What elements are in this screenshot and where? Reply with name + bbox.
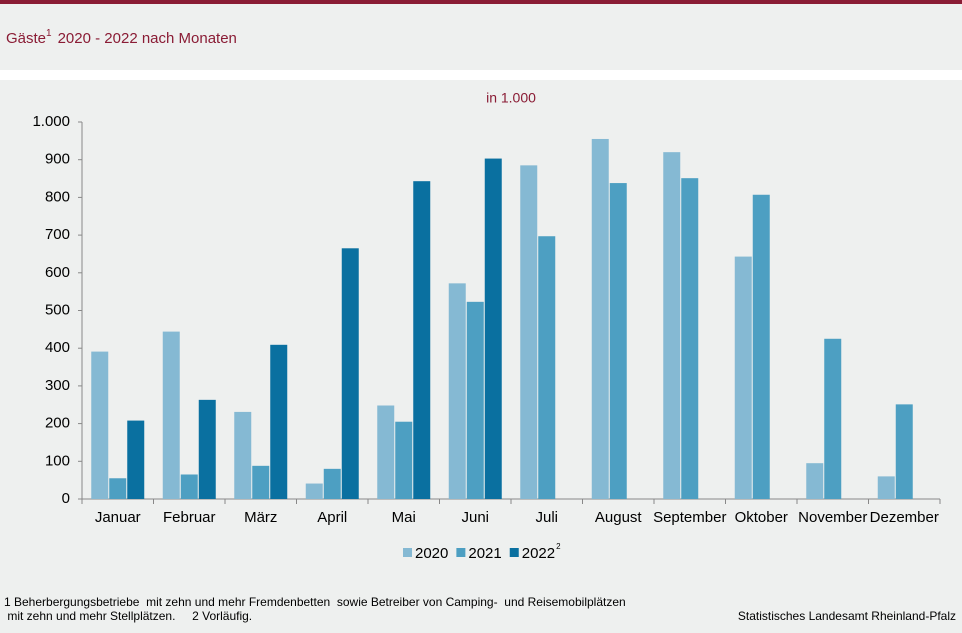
x-tick-label: Dezember: [870, 509, 939, 526]
bar: [609, 183, 627, 499]
bar: [270, 344, 288, 499]
bar: [395, 421, 413, 499]
legend-label: 2020: [415, 545, 448, 562]
bar: [877, 476, 895, 499]
bar: [752, 194, 770, 500]
x-tick-label: Mai: [392, 509, 416, 526]
x-tick-label: Oktober: [735, 509, 788, 526]
source: Statistisches Landesamt Rheinland-Pfalz: [738, 609, 956, 623]
title-main: Gäste: [6, 30, 46, 47]
bar: [806, 463, 824, 499]
bar: [681, 178, 699, 499]
title-rest: 2020 - 2022 nach Monaten: [58, 30, 237, 47]
bar: [484, 158, 502, 499]
x-tick-label: Februar: [163, 509, 216, 526]
footnote: mit zehn und mehr Stellplätzen. 2 Vorläu…: [4, 609, 252, 623]
x-tick-label: Juni: [461, 509, 489, 526]
y-tick-label: 900: [45, 151, 70, 168]
y-tick-label: 1.000: [32, 113, 70, 130]
bar: [538, 236, 556, 499]
footnote: 1 Beherbergungsbetriebe mit zehn und meh…: [4, 595, 626, 609]
bar: [305, 483, 323, 499]
separator: [0, 70, 962, 80]
y-tick-label: 300: [45, 377, 70, 394]
legend-superscript: 2: [556, 542, 561, 551]
x-tick-label: August: [595, 509, 643, 526]
chart-title: Gäste1 2020 - 2022 nach Monaten: [6, 28, 237, 47]
bar: [663, 152, 681, 499]
y-tick-label: 400: [45, 339, 70, 356]
top-band: [0, 0, 962, 4]
bar: [198, 399, 216, 499]
bar: [252, 465, 270, 499]
bar: [109, 478, 127, 499]
legend-label: 2021: [468, 545, 501, 562]
bar: [323, 468, 341, 499]
bar: [824, 338, 842, 499]
x-tick-label: Januar: [95, 509, 141, 526]
legend-swatch: [403, 548, 412, 557]
x-tick-label: November: [798, 509, 867, 526]
legend-swatch: [456, 548, 466, 557]
legend-label: 2022: [522, 545, 555, 562]
bar: [466, 301, 484, 499]
y-tick-label: 800: [45, 188, 70, 205]
x-tick-label: März: [244, 509, 277, 526]
title-superscript: 1: [46, 28, 52, 39]
bar: [448, 283, 466, 499]
bar: [413, 181, 431, 499]
bar: [91, 351, 109, 499]
x-tick-label: Juli: [535, 509, 558, 526]
y-tick-label: 700: [45, 226, 70, 243]
legend-swatch: [509, 548, 519, 557]
bar: [520, 165, 538, 500]
y-tick-label: 600: [45, 264, 70, 281]
bar: [162, 331, 180, 499]
bar: [341, 248, 359, 499]
subtitle: in 1.000: [486, 90, 536, 106]
bar: [127, 420, 145, 499]
x-tick-label: September: [653, 509, 726, 526]
y-tick-label: 200: [45, 415, 70, 432]
bar: [377, 405, 395, 499]
y-tick-label: 100: [45, 452, 70, 469]
y-tick-label: 500: [45, 301, 70, 318]
y-tick-label: 0: [62, 490, 70, 507]
x-tick-label: April: [317, 509, 347, 526]
bar: [180, 474, 198, 499]
bar: [734, 256, 752, 499]
bar: [234, 411, 252, 499]
bar: [895, 404, 913, 499]
bar: [591, 138, 609, 499]
